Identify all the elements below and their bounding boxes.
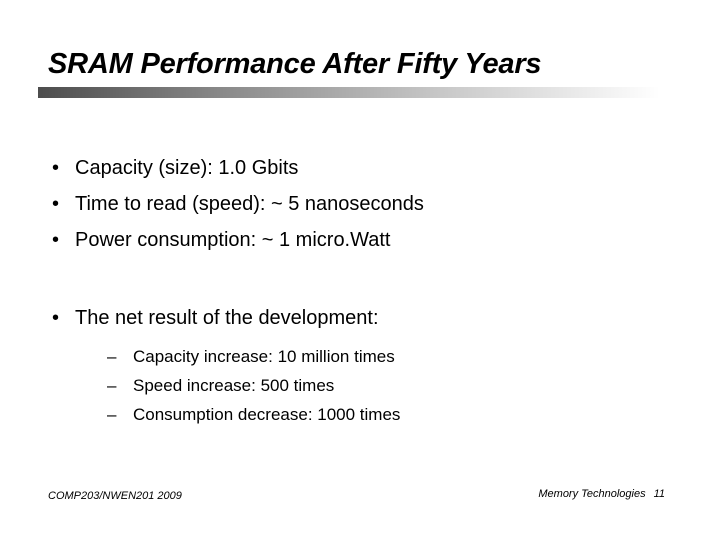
bullet-list: • Capacity (size): 1.0 Gbits • Time to r… — [48, 150, 688, 429]
bullet-item: • Capacity (size): 1.0 Gbits — [48, 150, 688, 186]
sub-bullet-marker: – — [107, 376, 117, 395]
bullet-marker: • — [52, 157, 60, 179]
summary-label: The net result of the development: — [75, 307, 379, 329]
bullet-text: Power consumption: ~ 1 micro.Watt — [75, 229, 391, 251]
bullet-item: • Power consumption: ~ 1 micro.Watt — [48, 222, 688, 258]
page-number: 11 — [653, 488, 665, 500]
bullet-marker: • — [52, 307, 60, 329]
sub-bullet-text: Speed increase: 500 times — [133, 376, 335, 395]
sub-bullet-text: Capacity increase: 10 million times — [133, 347, 395, 366]
bullet-item: • Time to read (speed): ~ 5 nanoseconds — [48, 186, 688, 222]
footer-topic-page: Memory Technologies 11 — [538, 488, 665, 500]
title-divider — [38, 87, 660, 98]
summary-bullet: • The net result of the development: – C… — [48, 300, 688, 429]
slide-title: SRAM Performance After Fifty Years — [48, 48, 542, 80]
bullet-text: Time to read (speed): ~ 5 nanoseconds — [75, 193, 424, 215]
bullet-marker: • — [52, 229, 60, 251]
footer-course: COMP203/NWEN201 2009 — [48, 490, 182, 502]
sub-bullet-list: – Capacity increase: 10 million times – … — [75, 342, 688, 429]
footer-topic: Memory Technologies — [538, 488, 646, 500]
bullet-spacer — [48, 258, 688, 300]
bullet-text: Capacity (size): 1.0 Gbits — [75, 157, 299, 179]
sub-bullet-marker: – — [107, 347, 117, 366]
sub-bullet-item: – Consumption decrease: 1000 times — [75, 400, 688, 429]
bullet-marker: • — [52, 193, 60, 215]
sub-bullet-item: – Speed increase: 500 times — [75, 371, 688, 400]
sub-bullet-marker: – — [107, 405, 117, 424]
sub-bullet-text: Consumption decrease: 1000 times — [133, 405, 401, 424]
sub-bullet-item: – Capacity increase: 10 million times — [75, 342, 688, 371]
